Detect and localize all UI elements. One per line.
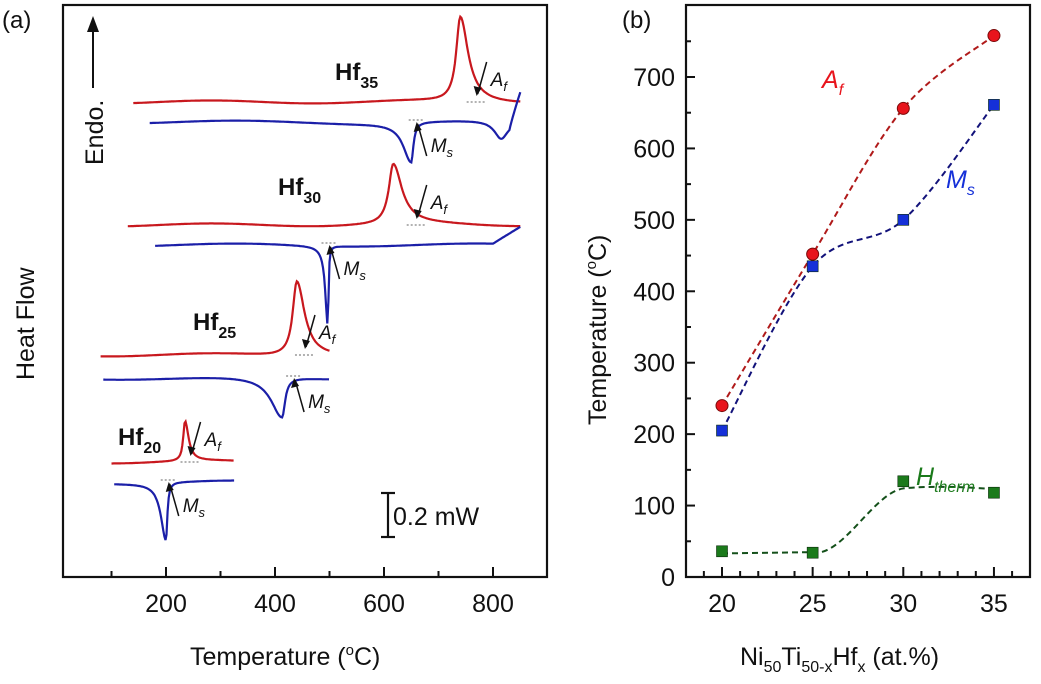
arrow-icon bbox=[165, 482, 174, 492]
y-label-degree: o bbox=[583, 261, 600, 269]
af-label: Af bbox=[430, 193, 449, 217]
x-tick-label: 200 bbox=[145, 590, 187, 618]
arrow-icon bbox=[187, 446, 196, 456]
y-axis-label-temperature: Temperature (oC) bbox=[583, 235, 612, 425]
y-axis-label-heat-flow: Heat Flow bbox=[12, 267, 40, 380]
data-point-ms bbox=[716, 424, 728, 437]
x-tick-label: 400 bbox=[254, 590, 296, 618]
endo-label: Endo. bbox=[81, 100, 109, 165]
arrow-icon bbox=[301, 339, 310, 349]
panel-b-label: (b) bbox=[622, 7, 651, 34]
af-label: Af bbox=[318, 323, 337, 347]
ms-label: Ms bbox=[431, 136, 454, 160]
panel-b-ticks: 0 100 200 300 400 500 600 700 20 25 30 35 bbox=[633, 40, 1014, 618]
panel-b-series: Af Ms Htherm bbox=[715, 29, 1001, 559]
series-label-htherm: Htherm bbox=[916, 463, 975, 496]
sample-label-hf20: Hf20 bbox=[118, 424, 161, 457]
x-label-unit: C) bbox=[354, 643, 380, 671]
panel-b-frame bbox=[684, 3, 1032, 579]
data-point-af bbox=[896, 101, 910, 115]
cooling-curve-20 bbox=[114, 479, 235, 541]
y-label-main: Temperature ( bbox=[584, 269, 612, 425]
panel-b: (b) 0 100 200 300 400 500 600 700 20 25 30 35 Af Ms H… bbox=[583, 3, 1032, 676]
panel-a-x-ticks: 200 400 600 800 bbox=[110, 567, 514, 618]
y-tick-label: 0 bbox=[661, 564, 675, 592]
heating-curve-20 bbox=[111, 418, 234, 465]
arrow-icon bbox=[413, 122, 422, 132]
data-point-htherm bbox=[897, 475, 910, 488]
y-tick-label: 700 bbox=[633, 64, 675, 92]
heating-curve-30 bbox=[127, 162, 521, 228]
trend-line-af bbox=[721, 34, 995, 407]
arrow-icon bbox=[413, 209, 422, 219]
y-tick-label: 400 bbox=[633, 278, 675, 306]
data-point-af bbox=[806, 247, 820, 261]
heating-curve-25 bbox=[100, 279, 330, 358]
x-tick-label: 30 bbox=[889, 590, 917, 618]
series-label-ms: Ms bbox=[946, 166, 975, 199]
x-axis-label-temperature: Temperature (oC) bbox=[190, 642, 380, 671]
ms-label: Ms bbox=[308, 392, 331, 416]
ms-label: Ms bbox=[344, 259, 367, 283]
arrow-up-icon bbox=[87, 16, 99, 32]
data-point-af bbox=[715, 399, 729, 413]
sample-label-hf30: Hf30 bbox=[278, 174, 321, 207]
data-point-af bbox=[987, 29, 1001, 43]
x-label-degree: o bbox=[346, 642, 354, 659]
series-label-af: Af bbox=[820, 66, 845, 99]
y-tick-label: 100 bbox=[633, 493, 675, 521]
panel-a-curves: Hf35 Af Ms Hf30 Af Ms Hf25 Af Ms Hf20 Af Ms bbox=[100, 14, 522, 541]
x-axis-label-composition: Ni50​Ti50-x​Hfx​ (at.%) bbox=[740, 643, 939, 676]
x-tick-label: 25 bbox=[799, 590, 827, 618]
sample-label-hf25: Hf25 bbox=[193, 309, 236, 342]
data-point-htherm bbox=[806, 546, 819, 559]
trend-line-ms bbox=[721, 104, 995, 432]
x-tick-label: 800 bbox=[472, 590, 514, 618]
data-point-ms bbox=[806, 260, 819, 273]
x-label-main: Temperature ( bbox=[190, 643, 346, 671]
af-label: Af bbox=[490, 70, 509, 94]
y-label-unit: C) bbox=[584, 235, 612, 261]
arrow-icon bbox=[291, 378, 300, 388]
data-point-htherm bbox=[716, 545, 728, 558]
sample-label-hf35: Hf35 bbox=[335, 59, 378, 92]
y-tick-label: 200 bbox=[633, 421, 675, 449]
panel-a-label: (a) bbox=[2, 7, 31, 34]
panel-a: (a) 200 400 600 800 Hf35 Af Ms Hf30 Af Ms Hf25 Af M… bbox=[2, 3, 549, 671]
data-point-htherm bbox=[988, 486, 1000, 499]
x-tick-label: 20 bbox=[708, 590, 736, 618]
panel-a-frame bbox=[61, 3, 549, 579]
y-tick-label: 500 bbox=[633, 207, 675, 235]
y-tick-label: 600 bbox=[633, 135, 675, 163]
scale-bar-label: 0.2 mW bbox=[393, 503, 480, 531]
endo-arrow bbox=[87, 16, 99, 88]
data-point-ms bbox=[897, 214, 910, 226]
cooling-curve-25 bbox=[103, 377, 330, 419]
af-label: Af bbox=[204, 430, 223, 454]
trend-line-htherm bbox=[721, 485, 995, 555]
ms-label: Ms bbox=[183, 496, 206, 520]
x-tick-label: 600 bbox=[363, 590, 405, 618]
cooling-curve-35 bbox=[149, 91, 522, 164]
scale-bar: 0.2 mW bbox=[381, 491, 480, 539]
heating-curve-35 bbox=[133, 14, 521, 105]
cooling-curve-30 bbox=[155, 225, 521, 324]
arrow-icon bbox=[326, 245, 335, 255]
arrow-icon bbox=[473, 86, 482, 96]
x-tick-label: 35 bbox=[980, 590, 1008, 618]
y-tick-label: 300 bbox=[633, 350, 675, 378]
data-point-ms bbox=[988, 99, 1000, 111]
